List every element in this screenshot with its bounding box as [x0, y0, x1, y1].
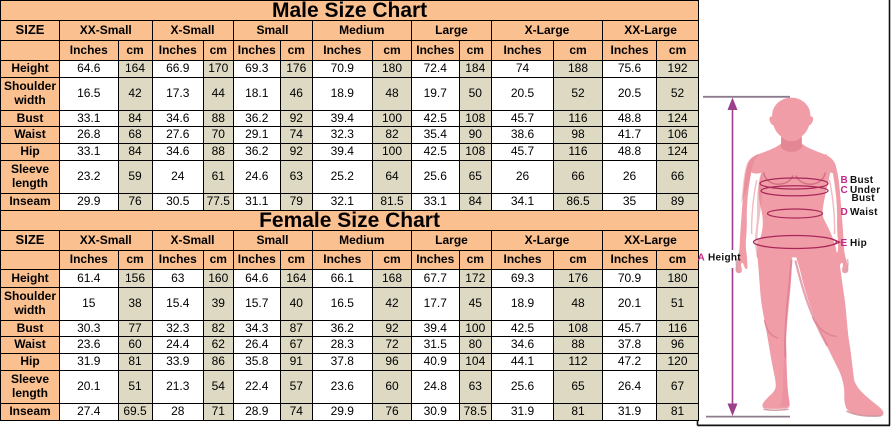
svg-text:B: B — [841, 175, 849, 186]
svg-text:C: C — [841, 185, 849, 196]
svg-text:E: E — [841, 238, 848, 249]
svg-text:Under: Under — [850, 185, 880, 196]
svg-text:Bust: Bust — [852, 193, 876, 204]
svg-text:Height: Height — [708, 253, 741, 264]
svg-text:D: D — [841, 207, 849, 218]
svg-text:Hip: Hip — [850, 238, 867, 249]
svg-text:A: A — [698, 253, 706, 264]
svg-text:Bust: Bust — [850, 175, 874, 186]
svg-text:Waist: Waist — [850, 207, 878, 218]
